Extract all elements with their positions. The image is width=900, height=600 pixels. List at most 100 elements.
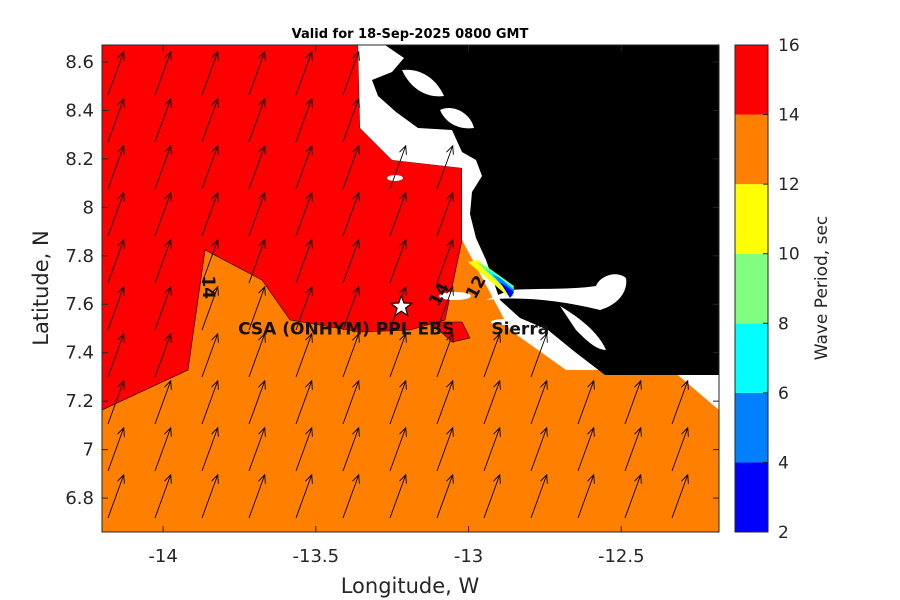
site-label: CSA (ONHYM) PPL EBS [238, 320, 454, 340]
wave-arrow [107, 239, 125, 284]
wave-arrow-head [399, 332, 407, 343]
wave-arrow [201, 474, 219, 519]
wave-arrow [107, 98, 125, 143]
wave-arrow [342, 192, 360, 237]
wave-arrow [154, 380, 172, 425]
wave-arrow-head [446, 191, 454, 202]
wave-arrow [248, 286, 266, 331]
wave-arrow [201, 98, 219, 143]
wave-arrow-head [258, 332, 266, 343]
wave-arrow [671, 380, 689, 425]
colorbar-tick-label: 6 [778, 384, 789, 404]
wave-arrow [389, 192, 407, 237]
colorbar-tick-label: 14 [778, 106, 800, 126]
wave-arrow-head [446, 379, 454, 390]
wave-arrow [107, 286, 125, 331]
wave-arrow [201, 192, 219, 237]
wave-arrow [389, 427, 407, 472]
y-tick-label: 6.8 [65, 488, 94, 509]
coastal-islets [439, 292, 471, 300]
colorbar-band [735, 392, 768, 463]
wave-arrow-head [352, 238, 360, 249]
y-tick-label: 7.4 [65, 343, 94, 364]
wave-arrow-head [352, 191, 360, 202]
wave-arrow [248, 474, 266, 519]
wave-arrow-head [117, 144, 125, 155]
wave-arrow [671, 427, 689, 472]
wave-arrow-head [399, 144, 407, 155]
estuary-creek [560, 306, 606, 350]
wave-arrow-head [493, 332, 501, 343]
wave-arrow [107, 427, 125, 472]
estuary-creek [402, 69, 444, 97]
colorbar-band [735, 114, 768, 185]
wave-arrow-head [117, 426, 125, 437]
wave-arrow [436, 192, 454, 237]
wave-arrow [483, 380, 501, 425]
wave-arrow [389, 239, 407, 284]
red-period-region [102, 45, 463, 411]
wave-arrow-head [587, 473, 595, 484]
colorbar-tick-label: 16 [778, 36, 800, 56]
wave-arrow-head [164, 97, 172, 108]
wave-arrow-head [117, 50, 125, 61]
sierra-label: Sierra [491, 320, 549, 340]
wave-arrow-head [352, 473, 360, 484]
wave-arrow-head [211, 332, 219, 343]
wave-arrow-head [211, 285, 219, 296]
wave-arrow [624, 427, 642, 472]
wave-arrow [342, 145, 360, 190]
coastal-islets [491, 319, 519, 325]
wave-direction-arrows [107, 50, 689, 519]
wave-arrow [389, 474, 407, 519]
wave-arrow-head [164, 379, 172, 390]
wave-arrow-head [305, 97, 313, 108]
wave-arrow [107, 380, 125, 425]
wave-arrow [107, 145, 125, 190]
x-tick-label: -13.5 [293, 546, 340, 567]
colorbar-band [735, 323, 768, 393]
wave-arrow [107, 333, 125, 378]
wave-arrow [389, 333, 407, 378]
wave-arrow [342, 474, 360, 519]
wave-arrow-head [164, 238, 172, 249]
wave-arrow [201, 286, 219, 331]
wave-arrow [248, 239, 266, 284]
wave-arrow [107, 51, 125, 96]
wave-arrow [248, 98, 266, 143]
wave-arrow-head [211, 144, 219, 155]
wave-arrow [342, 380, 360, 425]
wave-arrow-head [493, 426, 501, 437]
wave-arrow-head [493, 379, 501, 390]
wave-arrow [577, 474, 595, 519]
y-tick-label: 8 [83, 197, 94, 218]
y-tick-label: 8.2 [65, 149, 94, 170]
wave-arrow-head [305, 144, 313, 155]
wave-arrow [295, 239, 313, 284]
wave-arrow [436, 427, 454, 472]
wave-arrow [483, 333, 501, 378]
wave-arrow-head [399, 426, 407, 437]
wave-arrow-head [352, 50, 360, 61]
wave-arrow-head [305, 191, 313, 202]
wave-arrow [154, 474, 172, 519]
wave-arrow [295, 286, 313, 331]
x-tick-label: -12.5 [598, 546, 645, 567]
wave-arrow-head [446, 238, 454, 249]
y-tick-label: 8.6 [65, 52, 94, 73]
colorbar-frame [734, 44, 769, 533]
wave-arrow [530, 380, 548, 425]
wave-arrow [248, 51, 266, 96]
wave-arrow [342, 286, 360, 331]
wave-arrow-head [352, 97, 360, 108]
wave-arrow-head [211, 379, 219, 390]
wave-arrow [295, 51, 313, 96]
wave-arrow-head [211, 238, 219, 249]
wave-arrow-head [305, 426, 313, 437]
map-area [102, 45, 719, 532]
wave-arrow-head [258, 285, 266, 296]
y-axis-label: Latitude, N [29, 230, 53, 346]
wave-arrow-head [446, 473, 454, 484]
wave-arrow-head [164, 50, 172, 61]
estuary-creek [486, 274, 627, 310]
